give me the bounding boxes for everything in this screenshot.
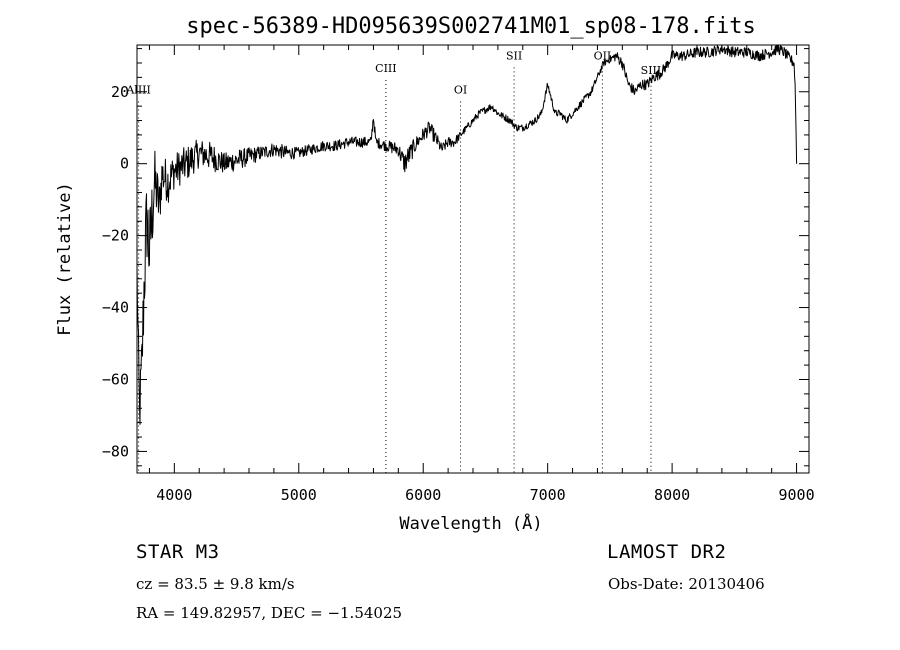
coordinates: RA = 149.82957, DEC = −1.54025 (136, 604, 403, 622)
spectrum-chart: spec-56389-HD095639S002741M01_sp08-178.f… (55, 14, 815, 534)
spectrum-line (136, 44, 798, 425)
y-axis-label: Flux (relative) (55, 182, 75, 336)
y-tick-label: −20 (102, 227, 129, 245)
survey-name: LAMOST DR2 (607, 541, 727, 563)
x-tick-label: 5000 (281, 486, 317, 504)
object-class: STAR M3 (136, 541, 220, 563)
y-axis: 20 0 −20 −40 −60 −80 (102, 48, 809, 467)
x-tick-label: 8000 (654, 486, 690, 504)
y-tick-label: −40 (102, 299, 129, 317)
x-tick-label: 6000 (405, 486, 441, 504)
x-tick-label: 4000 (156, 486, 192, 504)
y-tick-label: −60 (102, 370, 129, 388)
y-tick-label: −80 (102, 442, 129, 460)
plot-frame (136, 44, 810, 474)
redshift-info: cz = 83.5 ± 9.8 km/s (136, 575, 295, 593)
x-tick-label: 7000 (530, 486, 566, 504)
spectral-line-label: OI (454, 84, 467, 97)
y-tick-label: 0 (120, 155, 129, 173)
x-axis: 4000 5000 6000 7000 8000 9000 (148, 45, 815, 504)
spectral-line-label: OII (594, 49, 612, 62)
y-tick-label: 20 (111, 83, 129, 101)
x-tick-label: 9000 (778, 486, 814, 504)
chart-title: spec-56389-HD095639S002741M01_sp08-178.f… (186, 14, 756, 39)
spectral-line-label: CIII (375, 62, 396, 75)
spectral-line-label: AlIII (125, 84, 151, 97)
spectral-line-label: SII (506, 49, 522, 62)
x-axis-label: Wavelength (Å) (399, 512, 542, 534)
observation-date: Obs-Date: 20130406 (608, 575, 765, 593)
